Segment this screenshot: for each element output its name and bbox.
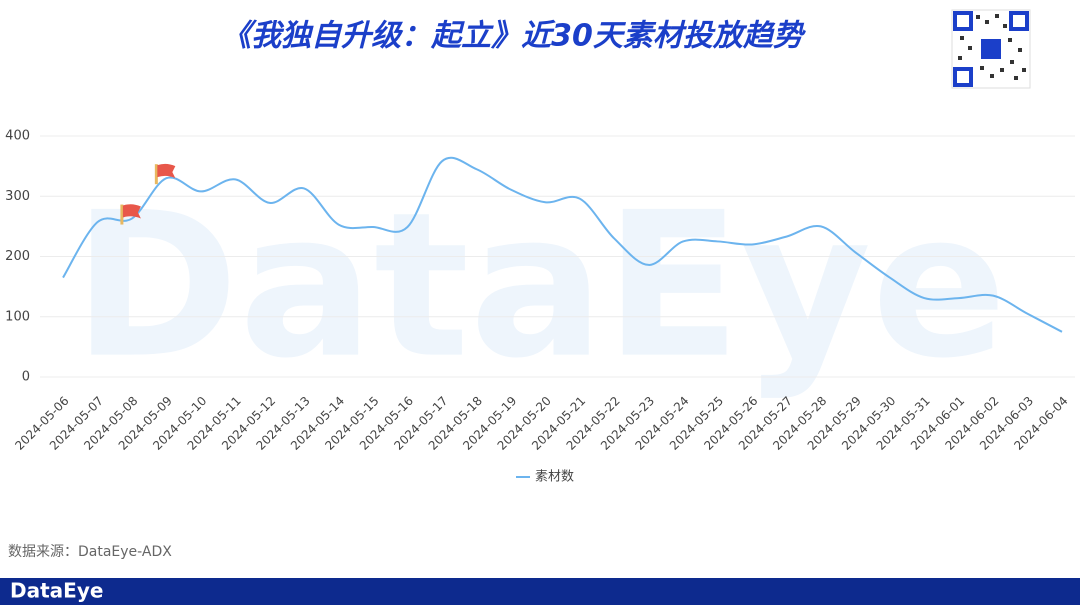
footer-bar xyxy=(0,578,1080,605)
flag-cloth xyxy=(122,204,141,219)
legend-label: 素材数 xyxy=(535,470,574,485)
y-tick-label: 300 xyxy=(5,189,30,204)
y-tick-label: 100 xyxy=(5,309,30,324)
qr-code xyxy=(951,9,1031,89)
chart-title: 《我独自升级：起立》近30天素材投放趋势 xyxy=(221,19,807,54)
y-tick-label: 200 xyxy=(5,249,30,264)
flag-cloth xyxy=(157,163,176,179)
y-tick-label: 0 xyxy=(22,370,30,385)
watermark: DataEye xyxy=(73,170,1007,403)
y-tick-label: 400 xyxy=(5,129,30,144)
flag-icon xyxy=(154,163,176,185)
flag-icon xyxy=(120,204,141,225)
footer-logo: DataEye xyxy=(10,579,103,603)
line xyxy=(62,156,1063,333)
source-note: 数据来源：DataEye-ADX xyxy=(8,544,172,560)
